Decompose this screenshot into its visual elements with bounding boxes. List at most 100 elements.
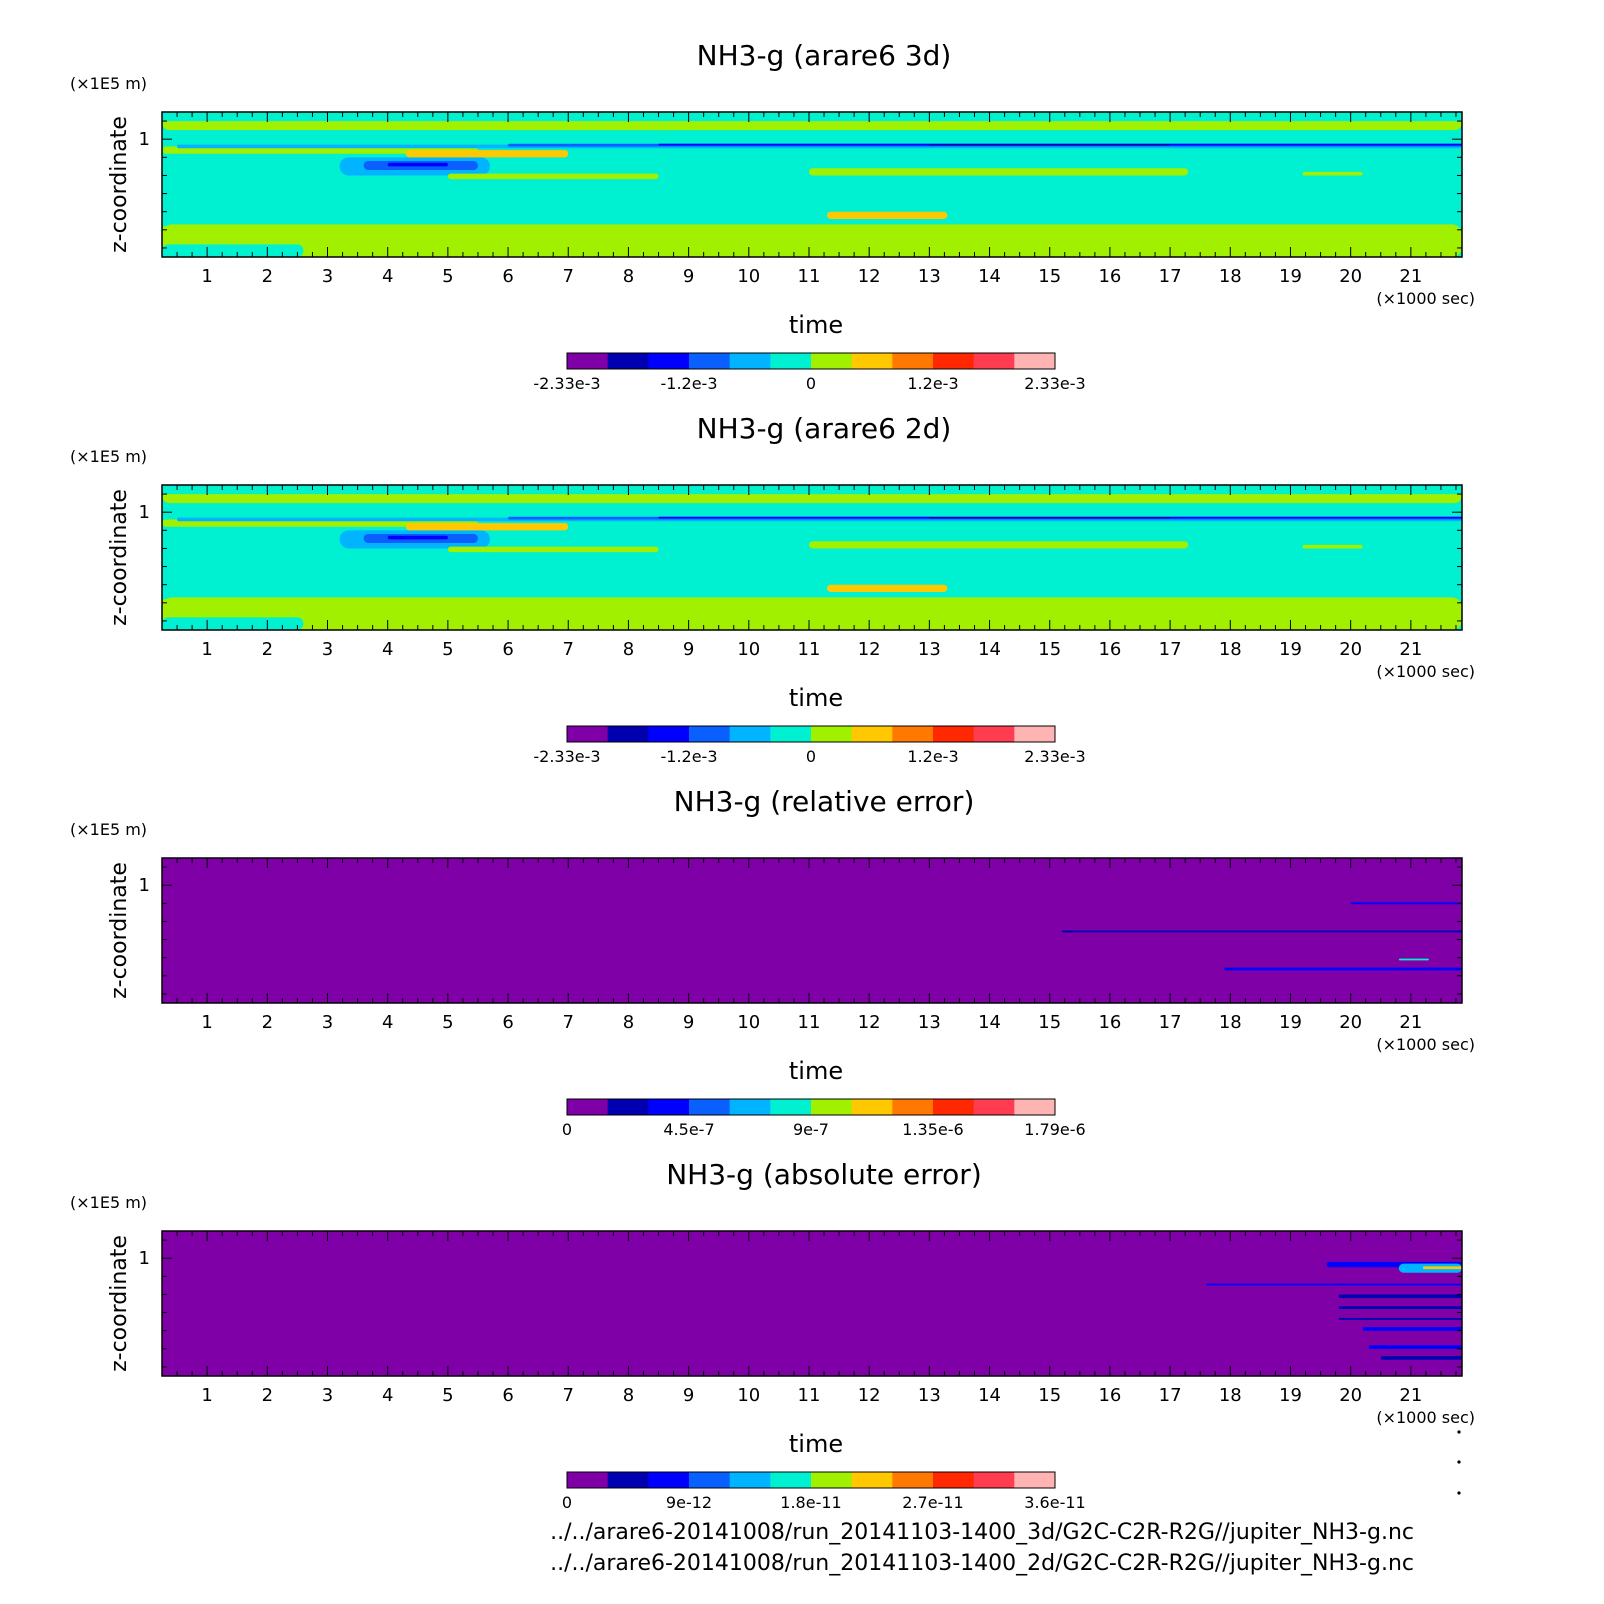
colorbar-label: -2.33e-3 (533, 747, 600, 766)
y-axis-label: z-coordinate (107, 1235, 132, 1372)
heatmap-contour-band (162, 617, 304, 630)
y-axis-label: z-coordinate (107, 862, 132, 999)
colorbar: -2.33e-3 -1.2e-3 0 1.2e-3 2.33e-3 (533, 352, 1086, 393)
x-tick-label: 1 (201, 266, 212, 287)
colorbar-swatch (933, 726, 975, 742)
heatmap-contour-band (1338, 1294, 1462, 1299)
heatmap-contour-band (1362, 1327, 1462, 1331)
plot-frame (161, 111, 1463, 258)
colorbar-swatch (933, 1099, 975, 1115)
colorbar-swatch (892, 1099, 934, 1115)
x-tick-label: 17 (1159, 1012, 1182, 1033)
x-tick-label: 12 (858, 1012, 881, 1033)
x-tick-label: 2 (262, 1385, 273, 1406)
colorbar-swatch (811, 1472, 853, 1488)
x-tick-label: 2 (262, 639, 273, 660)
colorbar-label: 2.33e-3 (1024, 747, 1085, 766)
x-tick-label: 4 (382, 639, 393, 660)
heatmap-contour-band (1422, 1266, 1462, 1270)
x-tick-label: 13 (918, 1012, 941, 1033)
x-tick-label: 3 (322, 1385, 333, 1406)
x-tick-label: 1 (201, 1012, 212, 1033)
colorbar-swatch (851, 726, 893, 742)
heatmap-contour-band (387, 535, 448, 540)
colorbar-swatch (973, 1099, 1015, 1115)
x-tick-label: 11 (798, 1012, 821, 1033)
y-axis-unit: (×1E5 m) (70, 820, 147, 839)
colorbar-label: -1.2e-3 (660, 747, 717, 766)
colorbar-swatch (689, 726, 731, 742)
colorbar-swatch (689, 353, 731, 369)
heatmap-contour-band (162, 233, 304, 239)
heatmap-contour-band (1302, 171, 1363, 176)
heatmap-contour-band (827, 584, 948, 592)
stray-dot (1457, 1460, 1461, 1464)
chart-panel-1: NH3-g (arare6 3d)(×1E5 m)1 2 3 4 5 6 7 8 9 10 11 12… (70, 39, 1475, 393)
colorbar-swatch (1014, 726, 1056, 742)
x-tick-label: 8 (623, 1012, 634, 1033)
colorbar-label: 2.33e-3 (1024, 374, 1085, 393)
y-tick-label: 1 (139, 129, 150, 150)
heatmap-contour-band (162, 224, 1462, 257)
chart-panel-3: NH3-g (relative error)(×1E5 m)1 2 3 4 5 6 7 8 9 1… (70, 785, 1475, 1139)
colorbar-frame (566, 725, 1056, 743)
x-tick-label: 9 (683, 1385, 694, 1406)
x-tick-label: 8 (623, 266, 634, 287)
x-tick-label: 15 (1038, 639, 1061, 660)
colorbar-swatch (607, 353, 649, 369)
x-tick-label: 20 (1339, 1385, 1362, 1406)
colorbar-frame (566, 1098, 1056, 1116)
x-tick-label: 15 (1038, 266, 1061, 287)
heatmap-contour-band (162, 599, 304, 603)
x-tick-label: 20 (1339, 639, 1362, 660)
heatmap-contour-band (162, 244, 304, 257)
colorbar-label: -2.33e-3 (533, 374, 600, 393)
x-tick-label: 14 (978, 266, 1001, 287)
x-tick-label: 10 (737, 1385, 760, 1406)
x-tick-label: 6 (502, 266, 513, 287)
x-axis-unit: (×1000 sec) (1376, 289, 1475, 308)
heatmap-contour-band (162, 590, 599, 594)
x-tick-label: 21 (1399, 266, 1422, 287)
heatmap-contour-band (162, 606, 304, 612)
x-tick-label: 14 (978, 1385, 1001, 1406)
x-tick-label: 13 (918, 266, 941, 287)
x-tick-label: 5 (442, 1385, 453, 1406)
x-tick-label: 7 (563, 1385, 574, 1406)
colorbar-swatch (811, 726, 853, 742)
x-tick-label: 16 (1098, 639, 1121, 660)
colorbar-swatch (648, 726, 690, 742)
x-tick-label: 3 (322, 639, 333, 660)
x-tick-label: 13 (918, 1385, 941, 1406)
x-tick-label: 18 (1219, 1012, 1242, 1033)
colorbar-swatch (973, 1472, 1015, 1488)
x-tick-label: 20 (1339, 1012, 1362, 1033)
x-tick-label: 5 (442, 1012, 453, 1033)
x-tick-label: 19 (1279, 1012, 1302, 1033)
y-tick-label: 1 (139, 875, 150, 896)
colorbar-swatch (729, 1472, 771, 1488)
heatmap-contour-band (1350, 902, 1462, 905)
x-tick-label: 12 (858, 1385, 881, 1406)
x-axis-label: time (789, 684, 843, 712)
x-tick-label: 18 (1219, 266, 1242, 287)
heatmap-contour-band (162, 597, 1462, 630)
x-tick-label: 1 (201, 1385, 212, 1406)
colorbar-label: 0 (562, 1493, 572, 1512)
x-tick-label: 17 (1159, 639, 1182, 660)
colorbar-label: 1.79e-6 (1024, 1120, 1085, 1139)
colorbar-swatch (729, 353, 771, 369)
colorbar-swatch (607, 726, 649, 742)
heatmap-contour-band (929, 144, 1171, 146)
colorbar-swatch (689, 1099, 731, 1115)
colorbar: 0 9e-12 1.8e-11 2.7e-11 3.6e-11 (562, 1471, 1086, 1512)
x-tick-label: 21 (1399, 1012, 1422, 1033)
colorbar-swatch (567, 726, 609, 742)
x-tick-label: 6 (502, 1385, 513, 1406)
colorbar-swatch (770, 1472, 812, 1488)
colorbar-swatch (567, 1472, 609, 1488)
heatmap-contour-band (1061, 930, 1462, 933)
colorbar-label: -1.2e-3 (660, 374, 717, 393)
colorbar-frame (566, 352, 1056, 370)
